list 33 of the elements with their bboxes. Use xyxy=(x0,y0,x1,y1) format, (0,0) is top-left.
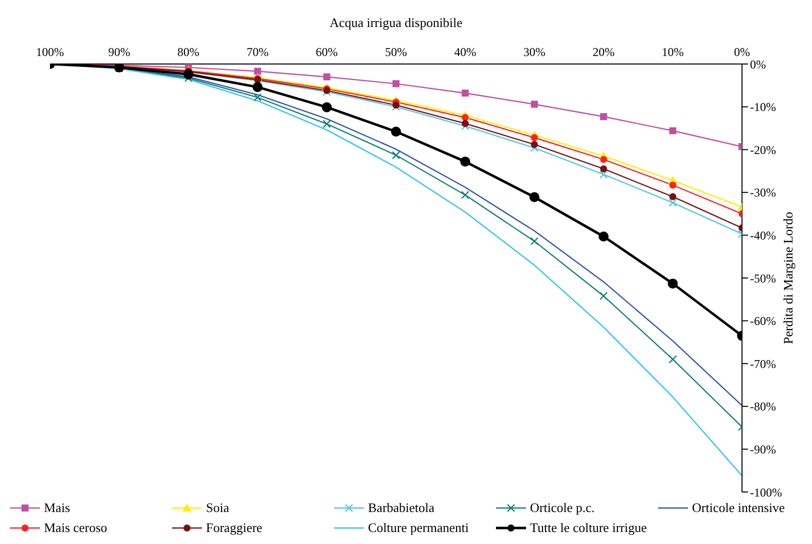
x-tick-label: 80% xyxy=(177,45,200,59)
legend-label: Colture permanenti xyxy=(368,520,469,536)
y-tick-label: -100% xyxy=(750,485,782,500)
legend-label: Soia xyxy=(206,500,230,516)
y-tick-label: -30% xyxy=(750,186,776,200)
y-tick-label: -40% xyxy=(750,228,776,242)
x-tick-label: 60% xyxy=(316,45,338,59)
y-tick-label: -50% xyxy=(750,271,776,286)
y-tick-label: -20% xyxy=(750,142,776,157)
legend-label: Foraggiere xyxy=(206,520,262,536)
legend-label: Barbabietola xyxy=(368,500,434,516)
y-tick-label: -80% xyxy=(750,400,776,414)
y-tick-label: -90% xyxy=(750,442,776,456)
x-tick-label: 0% xyxy=(734,45,750,59)
y-tick-label: -60% xyxy=(750,314,776,328)
legend-label: Mais xyxy=(44,500,70,516)
y-tick-label: -10% xyxy=(750,100,776,114)
legend-label: Tutte le colture irrigue xyxy=(530,520,647,536)
x-tick-label: 100% xyxy=(36,45,64,59)
x-tick-label: 10% xyxy=(662,45,684,59)
legend-label: Orticole p.c. xyxy=(530,500,595,516)
x-tick-label: 70% xyxy=(246,45,269,59)
x-tick-label: 50% xyxy=(385,45,407,59)
y-axis-title: Perdita di Margine Lordo xyxy=(780,212,796,344)
x-tick-label: 90% xyxy=(108,45,130,59)
x-tick-label: 20% xyxy=(592,45,615,59)
x-tick-label: 40% xyxy=(454,45,476,59)
legend-label: Orticole intensive xyxy=(692,500,785,516)
legend-label: Mais ceroso xyxy=(44,520,108,536)
x-axis-title: Acqua irrigua disponibile xyxy=(330,15,463,30)
x-tick-label: 30% xyxy=(523,45,546,59)
y-tick-label: 0% xyxy=(750,57,766,72)
y-tick-label: -70% xyxy=(750,356,776,371)
